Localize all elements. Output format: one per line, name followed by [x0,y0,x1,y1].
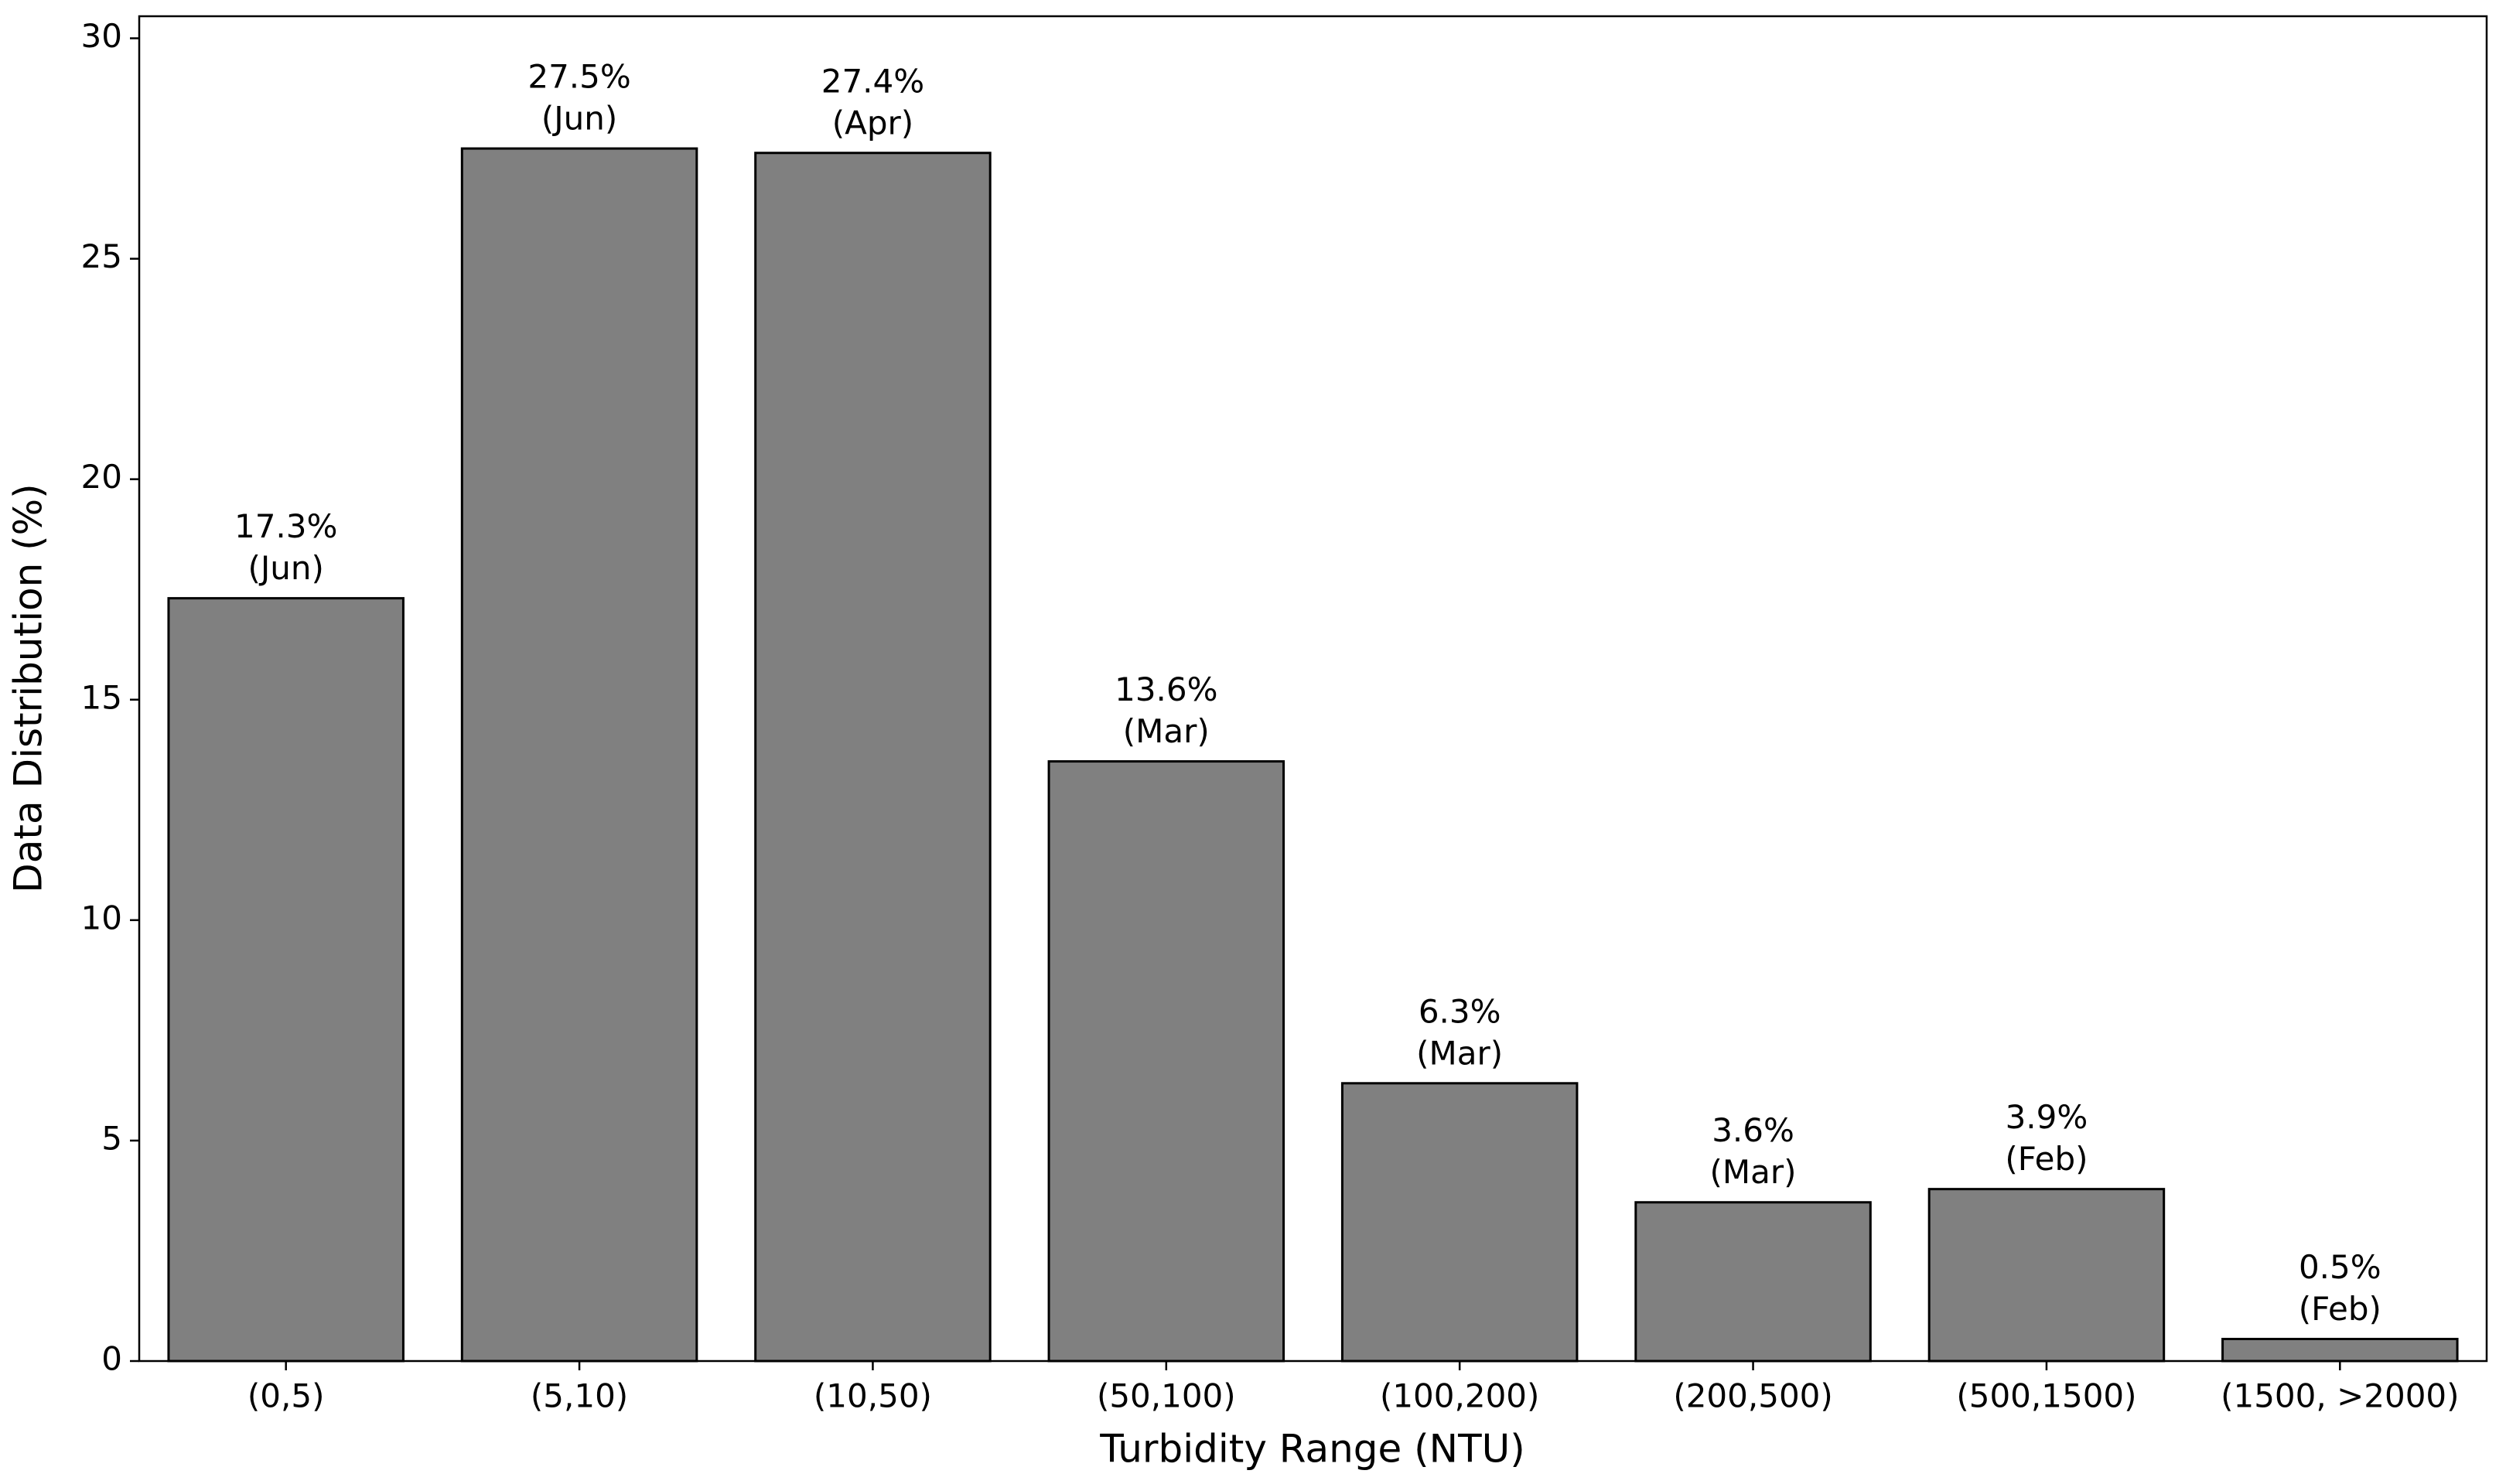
y-tick-label: 20 [81,458,122,496]
x-tick-label: (50,100) [1097,1377,1236,1415]
annotation: (Apr) [832,104,913,142]
plot-frame [138,15,2488,1363]
y-tick-label: 10 [81,899,122,936]
annotation: (Mar) [1710,1153,1797,1191]
y-tick-label: 5 [101,1119,122,1157]
y-tick-label: 15 [81,678,122,716]
bar [1634,1201,1872,1363]
x-tick-label: (1500, >2000) [2221,1377,2459,1415]
annotation: (Feb) [2299,1290,2381,1328]
value-label: 27.5% [527,58,630,96]
bar [460,147,698,1363]
bar [1927,1188,2166,1363]
annotation: (Mar) [1416,1034,1503,1072]
x-tick-label: (10,50) [814,1377,932,1415]
value-label: 17.3% [234,507,337,545]
bar [2221,1337,2459,1363]
y-axis-title: Data Distribution (%) [6,483,51,892]
value-label: 6.3% [1419,992,1501,1030]
value-label: 27.4% [821,62,924,100]
x-tick-label: (100,200) [1380,1377,1539,1415]
x-tick-label: (0,5) [248,1377,325,1415]
annotation: (Feb) [2005,1140,2088,1178]
value-label: 3.9% [2006,1098,2088,1136]
bar [1340,1082,1579,1363]
x-tick-label: (500,1500) [1956,1377,2136,1415]
annotation: (Jun) [541,100,617,138]
x-tick-label: (5,10) [531,1377,628,1415]
x-tick-label: (200,500) [1673,1377,1832,1415]
y-tick-label: 0 [101,1340,122,1378]
bar [1047,760,1285,1363]
bar [754,152,992,1363]
value-label: 3.6% [1712,1111,1794,1149]
annotation: (Jun) [248,549,323,587]
y-tick-label: 25 [81,237,122,275]
x-axis-title: Turbidity Range (NTU) [1099,1427,1524,1472]
annotation: (Mar) [1123,712,1210,750]
value-label: 13.6% [1115,670,1217,708]
bar [167,597,405,1363]
value-label: 0.5% [2299,1248,2381,1286]
y-tick-label: 30 [81,17,122,55]
